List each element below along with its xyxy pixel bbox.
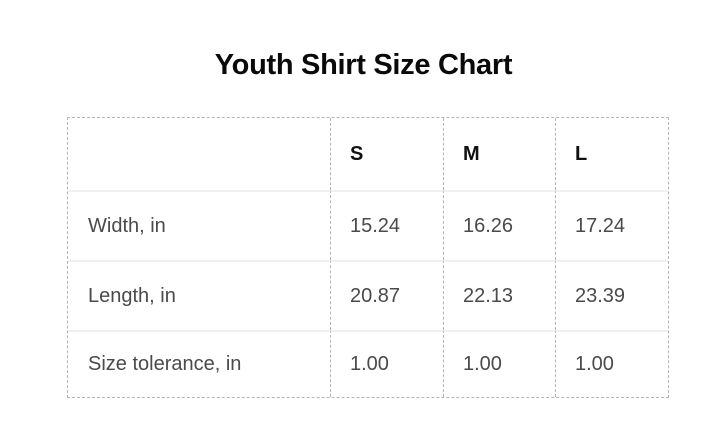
cell-width-l: 17.24 [555, 190, 668, 260]
cell-tolerance-l: 1.00 [555, 330, 668, 397]
header-cell-m: M [443, 118, 555, 190]
header-cell-empty [68, 118, 330, 190]
cell-width-m: 16.26 [443, 190, 555, 260]
row-label-length: Length, in [68, 260, 330, 330]
size-chart-table: S M L Width, in 15.24 16.26 17.24 Length… [67, 117, 669, 398]
row-label-size-tolerance: Size tolerance, in [68, 330, 330, 397]
cell-tolerance-s: 1.00 [330, 330, 443, 397]
header-cell-s: S [330, 118, 443, 190]
cell-width-s: 15.24 [330, 190, 443, 260]
cell-tolerance-m: 1.00 [443, 330, 555, 397]
header-cell-l: L [555, 118, 668, 190]
cell-length-l: 23.39 [555, 260, 668, 330]
cell-length-s: 20.87 [330, 260, 443, 330]
row-label-width: Width, in [68, 190, 330, 260]
cell-length-m: 22.13 [443, 260, 555, 330]
page-title: Youth Shirt Size Chart [214, 49, 513, 81]
